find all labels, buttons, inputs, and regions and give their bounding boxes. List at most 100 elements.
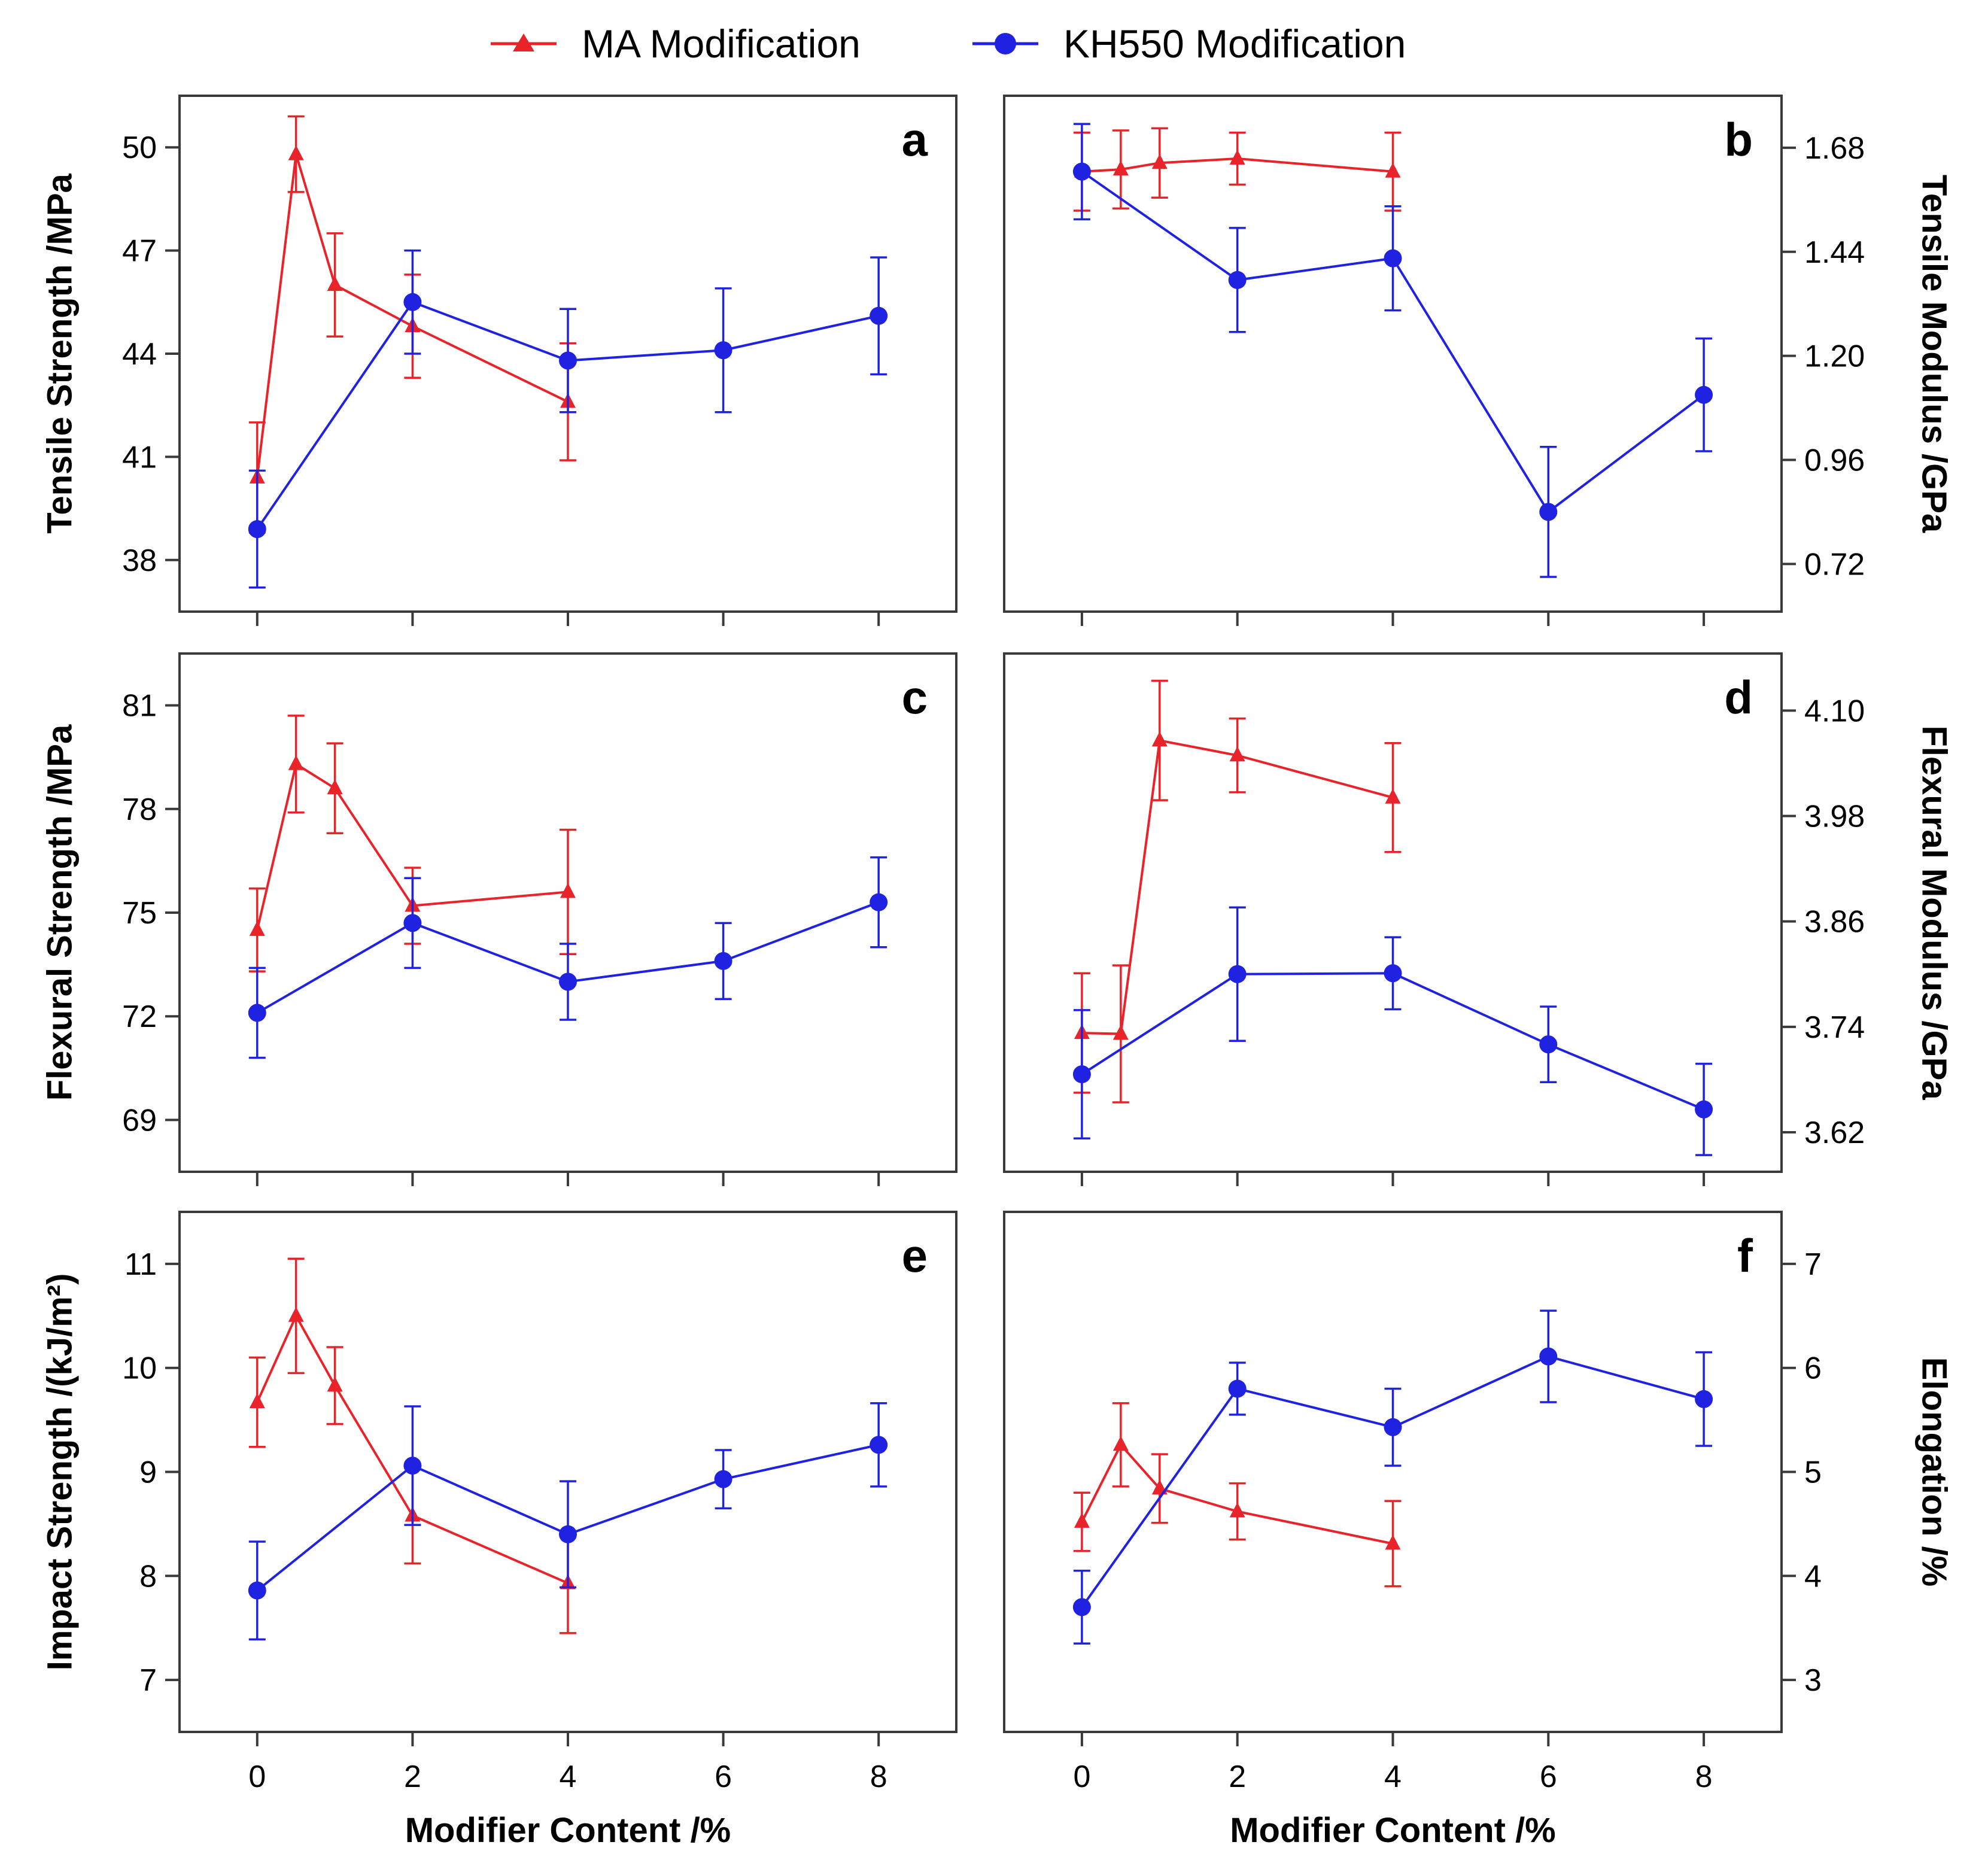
y-axis-label: Flexural Strength /MPa <box>41 724 80 1101</box>
y-tick-label: 4.10 <box>1804 694 1865 728</box>
y-tick-label: 69 <box>122 1103 157 1138</box>
kh-data-point <box>403 293 422 311</box>
ma-data-point <box>1385 788 1401 804</box>
y-tick-label: 72 <box>122 999 157 1034</box>
panel-a-tensile-strength: 38 41 44 47 50 Tensile Strength /MPa a <box>41 113 928 626</box>
panel-letter: c <box>902 671 928 724</box>
kh-data-point <box>248 1581 266 1600</box>
x-tick-label: 6 <box>1540 1759 1557 1794</box>
y-axis-label: Flexural Modulus /GPa <box>1915 725 1954 1100</box>
panel-e-impact-strength: 7 8 9 10 11 0 2 4 6 8 Modifier Content /% Impact St… <box>41 1229 928 1850</box>
y-tick-label: 38 <box>122 543 157 578</box>
y-tick-label: 3 <box>1804 1663 1822 1698</box>
kh-data-point <box>1539 503 1558 521</box>
y-tick-label: 6 <box>1804 1351 1822 1386</box>
ma-data-point <box>1385 162 1401 178</box>
ma-data-point <box>249 1393 265 1409</box>
kh-data-point <box>1695 385 1713 404</box>
kh-data-point <box>870 893 888 911</box>
y-tick-label: 50 <box>122 130 157 165</box>
legend-kh-circle <box>995 33 1016 54</box>
kh-data-point <box>714 1470 732 1488</box>
kh-data-point <box>1695 1390 1713 1408</box>
x-tick-label: 4 <box>1384 1759 1402 1794</box>
kh-data-point <box>1228 965 1247 983</box>
x-tick-label: 0 <box>248 1759 266 1794</box>
panel-letter: d <box>1724 671 1753 724</box>
x-tick-label: 2 <box>1229 1759 1246 1794</box>
y-tick-label: 0.72 <box>1804 547 1865 582</box>
ma-data-point <box>1151 154 1168 169</box>
y-tick-label: 44 <box>122 337 157 372</box>
ma-data-point <box>327 276 343 291</box>
x-axis-label: Modifier Content /% <box>1230 1811 1556 1850</box>
ma-data-point <box>1074 1512 1090 1528</box>
y-tick-label: 7 <box>1804 1247 1822 1282</box>
kh-data-point <box>714 341 732 360</box>
y-tick-label: 0.96 <box>1804 443 1865 478</box>
y-tick-label: 78 <box>122 792 157 827</box>
y-tick-label: 1.68 <box>1804 131 1865 166</box>
panel-c-flexural-strength: 69 72 75 78 81 Flexural Strength /MPa c <box>41 671 928 1186</box>
y-tick-label: 3.86 <box>1804 905 1865 940</box>
panel-f-elongation: 3 4 5 6 7 0 2 4 6 8 Modifier Content /% Elongation … <box>1072 1229 1954 1850</box>
y-tick-label: 3.74 <box>1804 1010 1865 1045</box>
kh-data-point <box>1384 1418 1402 1436</box>
ma-data-point <box>560 883 576 898</box>
ma-data-point <box>1112 160 1129 176</box>
kh-data-point <box>1072 1598 1091 1616</box>
y-axis-label: Tensile Modulus /GPa <box>1915 175 1954 533</box>
y-tick-label: 81 <box>122 689 157 724</box>
y-axis-label: Tensile Strength /MPa <box>41 173 80 533</box>
x-axis-label: Modifier Content /% <box>405 1811 731 1850</box>
y-tick-label: 1.20 <box>1804 339 1865 374</box>
x-tick-label: 4 <box>560 1759 577 1794</box>
y-tick-label: 9 <box>139 1455 157 1490</box>
kh-data-point <box>248 1004 266 1022</box>
kh-data-point <box>559 1525 577 1543</box>
panel-letter: b <box>1724 113 1753 166</box>
kh-data-point <box>870 306 888 325</box>
ma-data-point <box>249 920 265 936</box>
x-tick-label: 0 <box>1073 1759 1090 1794</box>
ma-data-point <box>288 145 304 160</box>
panel-letter: e <box>902 1229 928 1282</box>
y-tick-label: 1.44 <box>1804 235 1865 270</box>
ma-data-point <box>1112 1436 1129 1451</box>
y-tick-label: 3.62 <box>1804 1116 1865 1150</box>
y-tick-label: 75 <box>122 896 157 931</box>
legend-ma-label: MA Modification <box>582 22 861 66</box>
ma-data-point <box>1229 746 1245 762</box>
ma-data-point <box>1229 150 1245 165</box>
legend-ma-triangle <box>513 34 534 51</box>
kh-data-point <box>1539 1035 1558 1054</box>
kh-data-point <box>1072 162 1091 181</box>
y-axis-label: Impact Strength /(kJ/m²) <box>41 1274 80 1671</box>
legend-kh-label: KH550 Modification <box>1063 22 1406 66</box>
x-tick-label: 8 <box>1695 1759 1713 1794</box>
ma-data-point <box>327 1376 343 1392</box>
y-tick-label: 41 <box>122 440 157 475</box>
kh-data-point <box>403 1457 422 1475</box>
panel-letter: f <box>1737 1229 1753 1282</box>
ma-data-point <box>1151 731 1168 747</box>
kh-data-point <box>559 351 577 370</box>
y-tick-label: 7 <box>139 1663 157 1698</box>
x-tick-label: 8 <box>870 1759 887 1794</box>
kh-data-point <box>403 914 422 932</box>
y-tick-label: 11 <box>124 1247 157 1282</box>
kh-data-point <box>1539 1347 1558 1366</box>
kh-data-point <box>714 952 732 970</box>
y-tick-label: 10 <box>122 1351 157 1386</box>
kh-data-point <box>1072 1065 1091 1084</box>
y-axis-label: Elongation /% <box>1915 1357 1954 1587</box>
y-tick-label: 4 <box>1804 1559 1822 1594</box>
ma-data-point <box>288 1306 304 1322</box>
ma-data-point <box>1112 1025 1129 1040</box>
panel-letter: a <box>902 113 928 166</box>
kh-data-point <box>870 1436 888 1454</box>
y-tick-label: 47 <box>122 234 157 269</box>
ma-data-point <box>1229 1502 1245 1518</box>
ma-data-point <box>288 755 304 770</box>
